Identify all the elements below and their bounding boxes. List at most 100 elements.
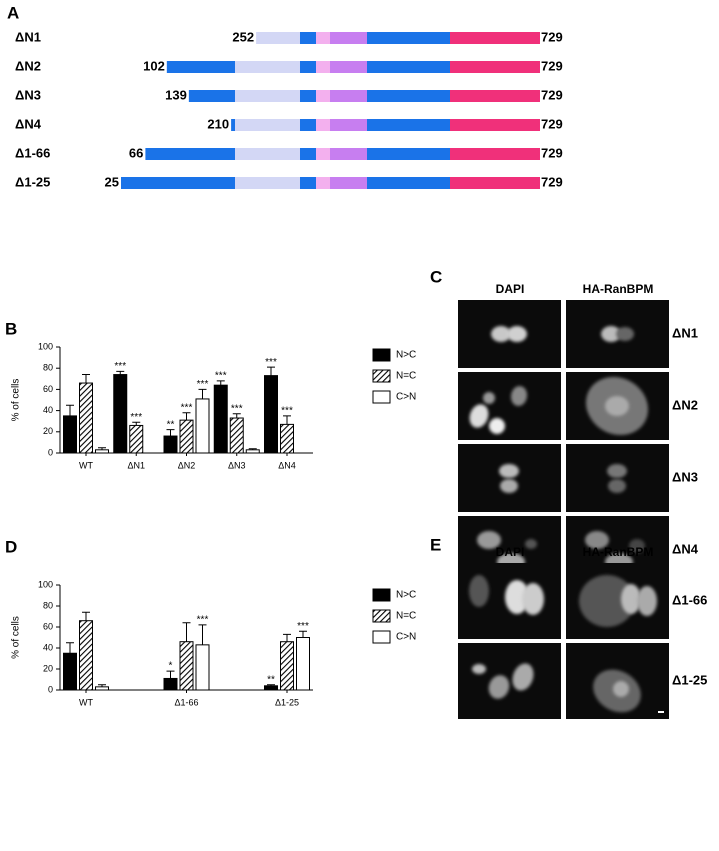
- domain: [330, 32, 367, 44]
- domain: [235, 177, 300, 189]
- domain: [235, 90, 300, 102]
- y-tick-label: 100: [38, 341, 53, 351]
- micrograph: [458, 444, 561, 512]
- construct-bar: [256, 32, 540, 44]
- domain: [166, 61, 235, 73]
- construct-start: 66: [129, 145, 143, 160]
- bar: [264, 375, 278, 454]
- construct-start: 139: [165, 87, 187, 102]
- construct-bar: [188, 90, 540, 102]
- micrograph: [566, 300, 669, 368]
- domain: [450, 61, 540, 73]
- error-bar: [166, 670, 175, 679]
- bar: [179, 419, 194, 454]
- domain: [316, 148, 330, 160]
- y-tick-label: 80: [43, 600, 53, 610]
- error-bar: [182, 622, 191, 642]
- domain: [330, 61, 367, 73]
- bar: [163, 677, 178, 691]
- bar: [95, 686, 109, 691]
- domain: [367, 148, 450, 160]
- bar: [213, 384, 228, 454]
- x-tick-label: WT: [79, 697, 93, 707]
- domain: [316, 90, 330, 102]
- bar: [229, 417, 244, 454]
- legend-swatch: [372, 369, 391, 383]
- domain: [367, 32, 450, 44]
- significance: ***: [114, 361, 126, 372]
- significance: ***: [197, 615, 209, 626]
- x-tick-label: Δ1-25: [275, 697, 299, 707]
- significance: **: [267, 674, 275, 685]
- legend-swatch: [372, 390, 391, 404]
- error-bar: [98, 684, 106, 687]
- construct-end: 729: [541, 145, 563, 160]
- micrograph: [458, 563, 561, 639]
- micrograph: [566, 563, 669, 639]
- error-bar: [248, 448, 257, 450]
- row-label: ΔN1: [672, 325, 698, 340]
- y-tick-label: 60: [43, 384, 53, 394]
- significance: ***: [231, 403, 243, 414]
- micrograph: [458, 300, 561, 368]
- x-tick-label: ΔN2: [178, 460, 196, 470]
- domain: [300, 90, 316, 102]
- row-label: ΔN4: [672, 541, 699, 556]
- error-bar: [216, 380, 225, 386]
- legend-label: C>N: [396, 632, 416, 643]
- domain: [235, 61, 300, 73]
- significance: ***: [297, 621, 309, 632]
- bar: [195, 644, 210, 691]
- domain: [316, 177, 330, 189]
- bar: [63, 652, 77, 691]
- row-label: Δ1-25: [672, 672, 707, 687]
- significance: *: [169, 661, 173, 672]
- column-header: HA-RanBPM: [583, 545, 654, 559]
- error-bar: [132, 421, 141, 426]
- error-bar: [82, 611, 90, 621]
- domain: [450, 148, 540, 160]
- y-axis-label: % of cells: [11, 379, 22, 422]
- x-tick-label: ΔN3: [228, 460, 246, 470]
- legend-swatch: [372, 630, 391, 644]
- error-bar: [283, 415, 291, 425]
- construct-start: 252: [232, 29, 254, 44]
- error-bar: [267, 684, 275, 686]
- bar: [95, 449, 109, 454]
- bar: [195, 398, 210, 454]
- significance: ***: [215, 371, 227, 382]
- domain: [367, 119, 450, 131]
- micrograph: [458, 643, 561, 719]
- bar: [245, 449, 260, 454]
- domain: [145, 148, 235, 160]
- significance: **: [167, 419, 175, 430]
- domain: [316, 32, 330, 44]
- error-bar: [198, 624, 207, 645]
- domain: [300, 61, 316, 73]
- bar: [63, 415, 77, 454]
- error-bar: [283, 633, 291, 642]
- y-tick-label: 100: [38, 579, 53, 589]
- domain: [316, 119, 330, 131]
- row-label: ΔN3: [672, 469, 698, 484]
- domain: [367, 61, 450, 73]
- domain: [300, 32, 316, 44]
- legend-label: N=C: [396, 611, 416, 622]
- construct-end: 729: [541, 174, 563, 189]
- y-tick-label: 20: [43, 663, 53, 673]
- bar: [79, 382, 93, 454]
- bar: [296, 637, 310, 691]
- significance: ***: [281, 406, 293, 417]
- bar: [179, 641, 194, 691]
- construct-bar: [231, 119, 540, 131]
- domain: [450, 119, 540, 131]
- error-bar: [98, 447, 106, 450]
- row-label: Δ1-66: [672, 592, 707, 607]
- significance: ***: [130, 412, 142, 423]
- y-tick-label: 20: [43, 426, 53, 436]
- domain: [121, 177, 235, 189]
- construct-bar: [145, 148, 540, 160]
- domain: [231, 119, 235, 131]
- y-tick-label: 60: [43, 621, 53, 631]
- domain: [188, 90, 235, 102]
